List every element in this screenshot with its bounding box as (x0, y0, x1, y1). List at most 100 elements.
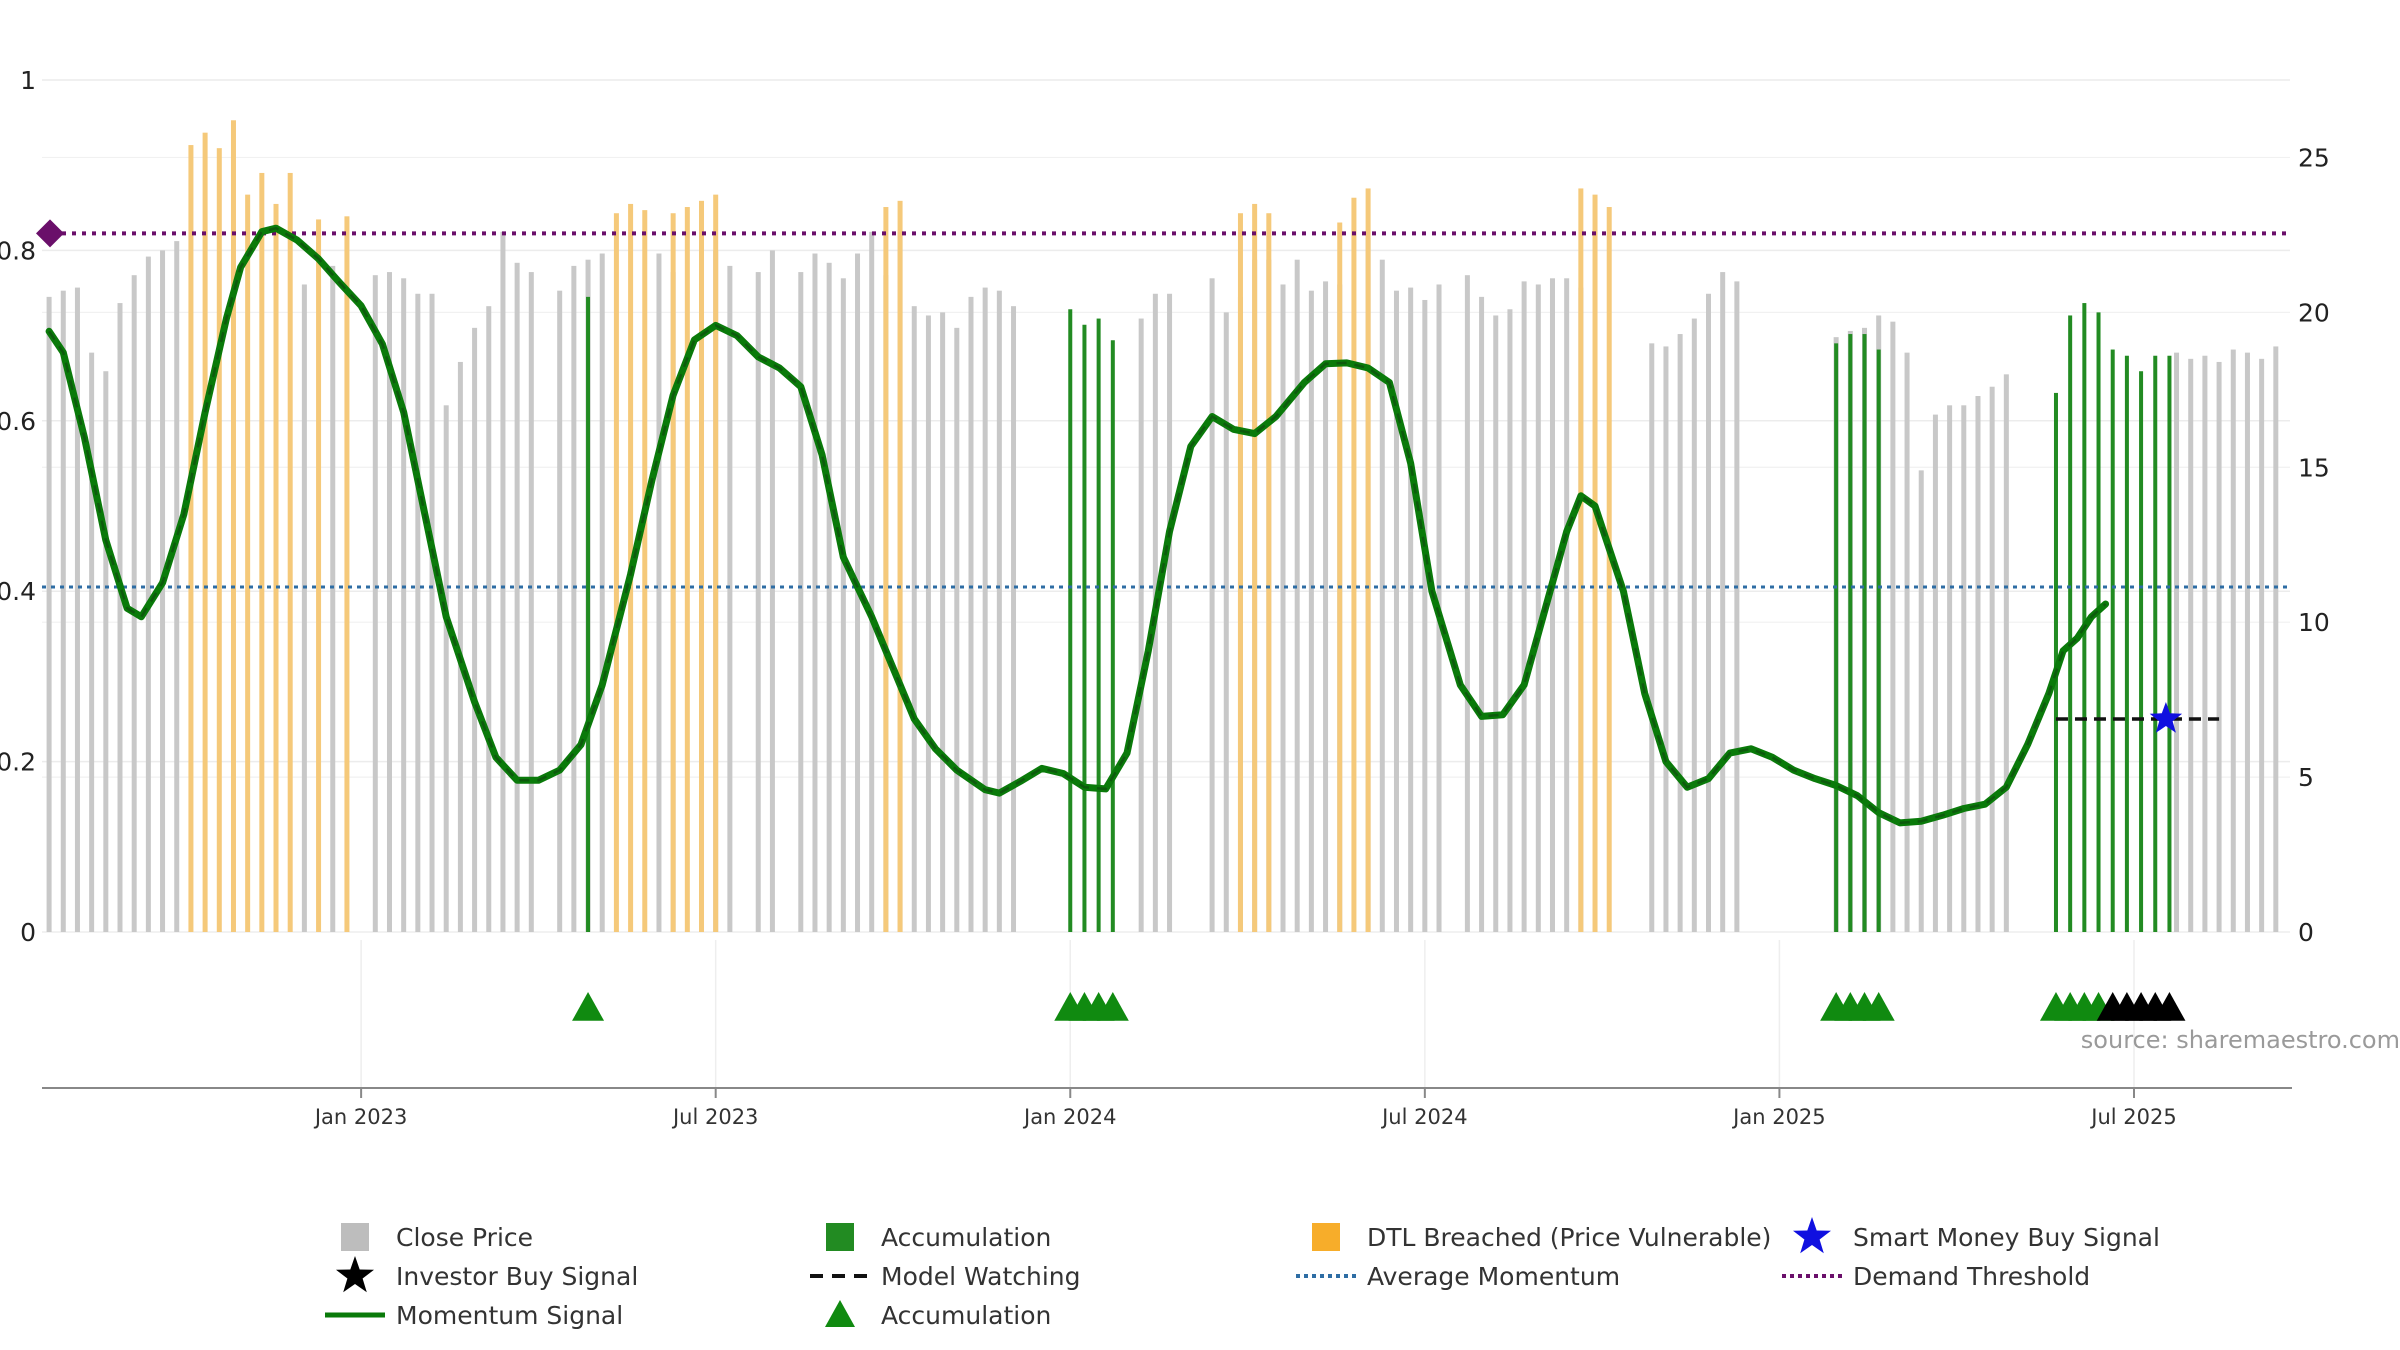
close-price-bar (2230, 349, 2236, 932)
left-tick-label: 0.4 (0, 577, 36, 606)
legend-item: Momentum Signal (325, 1301, 623, 1330)
x-tick-label: Jan 2025 (1731, 1105, 1826, 1129)
accumulation-bar (1848, 334, 1853, 932)
close-price-bar (1379, 259, 1385, 932)
accumulation-bar (2096, 312, 2101, 932)
close-price-bar (1649, 343, 1655, 932)
close-price-bar (1294, 259, 1300, 932)
grid-lines (42, 79, 2292, 1089)
legend-label: Smart Money Buy Signal (1853, 1223, 2160, 1252)
x-axis-ticks: Jan 2023 Jul 2023 Jan 2024 Jul 2024 Jan 2025… (313, 1088, 2177, 1129)
dtl-breached-bar (344, 216, 350, 932)
accumulation-bar (2110, 349, 2115, 932)
right-axis-ticks: 0 5 10 15 20 25 (2298, 143, 2330, 947)
x-tick-label: Jan 2023 (313, 1105, 408, 1129)
dtl-breached-bars (188, 120, 1612, 933)
left-tick-label: 0.6 (0, 407, 36, 436)
close-price-bar (1691, 318, 1697, 932)
accumulation-bar (1068, 309, 1073, 932)
close-price-bar (727, 265, 733, 933)
close-price-bar (1932, 414, 1938, 932)
dtl-breached-bar (1606, 207, 1612, 932)
accumulation-bar (1862, 334, 1867, 932)
legend-label: Accumulation (881, 1301, 1051, 1330)
close-price-bar (1167, 293, 1173, 932)
close-price-bar (472, 327, 478, 932)
dtl-breached-bar (1592, 194, 1598, 933)
momentum-signal-line (45, 224, 2110, 827)
close-price-bar (1535, 284, 1541, 933)
close-price-bar (1677, 334, 1683, 932)
legend-label: Investor Buy Signal (396, 1262, 638, 1291)
close-price-bar (769, 250, 775, 932)
dtl-breached-bar (1578, 188, 1584, 932)
close-price-bar (1464, 275, 1470, 933)
legend-label: Model Watching (881, 1262, 1081, 1291)
close-price-bar (330, 265, 336, 933)
legend-item: Accumulation (826, 1223, 1051, 1252)
close-price-bar (1323, 281, 1329, 932)
green-triangle-icon (825, 1300, 855, 1327)
close-price-bar (131, 275, 137, 933)
dtl-breached-bar (1266, 213, 1272, 933)
dtl-breached-bar (1365, 188, 1371, 932)
close-price-bar (656, 253, 662, 933)
close-price-bar (1947, 405, 1953, 932)
accumulation-bar (2153, 355, 2158, 933)
gray-square-icon (341, 1223, 369, 1251)
close-price-bar (500, 231, 506, 932)
close-price-bar (1975, 396, 1981, 933)
close-price-bar (1393, 290, 1399, 932)
accumulation-bar (1834, 343, 1839, 932)
accumulation-marker (1096, 992, 1129, 1021)
right-tick-label: 5 (2298, 763, 2314, 792)
dtl-breached-bar (216, 148, 222, 932)
accumulation-bar (1096, 318, 1101, 932)
dtl-breached-bar (259, 172, 265, 933)
close-price-bar (1564, 278, 1570, 932)
close-price-bar (2216, 361, 2222, 932)
legend-item: Smart Money Buy Signal (1793, 1217, 2160, 1254)
dtl-breached-bar (713, 194, 719, 933)
dtl-breached-bar (613, 213, 619, 933)
close-price-bar (1549, 278, 1555, 932)
right-tick-label: 10 (2298, 608, 2330, 637)
accumulation-bar (2139, 371, 2144, 932)
buy-signals (2055, 702, 2220, 733)
close-price-bar (386, 272, 392, 932)
right-tick-label: 20 (2298, 298, 2330, 327)
close-price-bar (117, 303, 123, 932)
close-price-bar (1507, 309, 1513, 932)
dtl-breached-bar (273, 203, 279, 933)
source-watermark: source: sharemaestro.com (2081, 1026, 2400, 1054)
close-price-bar (798, 272, 804, 932)
momentum-signal-dashes (48, 226, 2107, 825)
dtl-breached-bar (642, 210, 648, 932)
close-price-bar (1734, 281, 1740, 932)
close-price-bar (940, 312, 946, 932)
close-price-bar (2188, 358, 2194, 932)
close-price-bar (925, 315, 931, 933)
dtl-breached-bar (316, 219, 322, 932)
accumulation-marker (572, 992, 605, 1021)
close-price-bar (954, 327, 960, 932)
x-tick-label: Jul 2023 (671, 1105, 758, 1129)
close-price-bar (1890, 321, 1896, 932)
left-axis-ticks: 0 0.2 0.4 0.6 0.8 1 (0, 66, 36, 947)
legend-item: DTL Breached (Price Vulnerable) (1312, 1223, 1771, 1252)
accumulation-markers-panel (572, 992, 2186, 1021)
right-tick-label: 15 (2298, 453, 2330, 482)
left-tick-label: 0.8 (0, 236, 36, 265)
close-price-bar (599, 253, 605, 933)
legend-item: Average Momentum (1296, 1262, 1620, 1291)
close-price-bar (996, 290, 1002, 932)
left-tick-label: 1 (20, 66, 36, 95)
close-price-bar (415, 293, 421, 932)
close-price-bar (103, 371, 109, 932)
close-price-bar (982, 287, 988, 932)
dtl-breached-bar (202, 132, 208, 933)
close-price-bar (2003, 374, 2009, 932)
close-price-bar (2259, 358, 2265, 932)
smart-money-buy-star (2149, 702, 2183, 733)
